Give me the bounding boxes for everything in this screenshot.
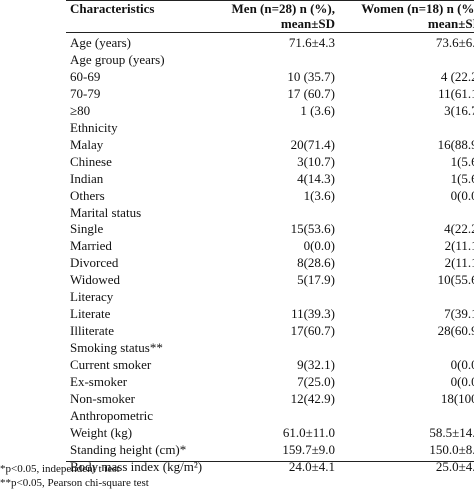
cell-value: 2(11.1) [444,255,474,271]
bottom-rule [66,461,474,462]
header-cell: mean±SD [280,16,335,31]
cell-value: 58.5±14.2 [429,424,474,440]
row-label: Anthropometric [70,407,154,423]
header-cell: Men (n=28) n (%), [231,1,335,16]
cell-value: 1(3.6) [303,187,335,203]
row-label: Weight (kg) [70,424,133,440]
header-cell: mean±SD [427,16,474,31]
cell-value: 24.0±4.1 [288,458,335,474]
cell-value: 0(0.0) [303,238,335,254]
row-label: Ex-smoker [70,374,128,389]
cell-value: 150.0±8.2 [429,441,474,457]
cell-value: 17 (60.7) [287,85,335,101]
row-label: Age (years) [70,35,131,50]
row-label: Illiterate [70,323,115,339]
row-label: Malay [70,136,104,152]
row-label: Others [70,187,105,203]
cell-value: 11(39.3) [291,306,335,322]
cell-value: 7(25.0) [297,374,335,389]
row-label: Literacy [70,289,114,305]
row-label: Literate [70,306,111,322]
cell-value: 17(60.7) [290,323,335,339]
row-label: Smoking status** [70,340,163,356]
cell-value: 10(55.6) [437,272,474,288]
cell-value: 3(10.7) [297,153,335,169]
row-label: Standing height (cm)* [70,441,187,457]
cell-value: 0(0.0) [450,187,474,203]
cell-value: 11(61.1) [438,85,474,101]
cell-value: 10 (35.7) [287,68,335,84]
row-label: Marital status [70,204,142,220]
row-label: Non-smoker [70,390,135,406]
cell-value: 1(5.6) [450,153,474,169]
row-label: Single [70,221,104,237]
cell-value: 73.6±6.9 [435,35,474,50]
cell-value: 1 (3.6) [300,102,335,118]
cell-value: 9(32.1) [297,357,335,373]
row-label: Ethnicity [70,119,118,135]
header-cell: Women (n=18) n (%), [361,1,474,16]
cell-value: 16(88.9) [437,136,474,152]
row-label: Current smoker [70,357,152,373]
cell-value: 1(5.6) [450,170,474,186]
cell-value: 7(39.1) [444,306,474,322]
row-label: ≥80 [70,102,91,118]
top-rule [66,0,474,1]
row-label: Chinese [70,153,112,169]
footnote: **p<0.05, Pearson chi-square test [0,477,149,489]
header-cell: Characteristics [70,1,155,16]
row-label: Age group (years) [70,51,165,67]
cell-value: 25.0±4.9 [435,458,474,474]
cell-value: 71.6±4.3 [288,35,335,50]
footnote: *p<0.05, independent t test [0,463,120,475]
cell-value: 28(60.9) [437,323,474,339]
cell-value: 0(0.0) [450,374,474,389]
cell-value: 20(71.4) [290,136,335,152]
row-label: Widowed [70,272,121,288]
cell-value: 0(0.0) [450,357,474,373]
cell-value: 4(22.2) [444,221,474,237]
row-label: 70-79 [70,85,101,101]
cell-value: 159.7±9.0 [282,441,335,457]
header-rule [66,32,474,33]
row-label: Indian [70,170,104,186]
cell-value: 4(14.3) [297,170,335,186]
cell-value: 15(53.6) [290,221,335,237]
cell-value: 12(42.9) [290,390,335,406]
row-label: 60-69 [70,68,101,84]
cell-value: 61.0±11.0 [282,424,335,440]
cell-value: 2(11.1) [444,238,474,254]
cell-value: 18(100) [440,390,474,406]
cell-value: 4 (22.2) [440,68,474,84]
row-label: Body mass index (kg/m²) [70,458,203,474]
cell-value: 5(17.9) [297,272,335,288]
row-label: Divorced [70,255,119,271]
row-label: Married [70,238,112,254]
cell-value: 3(16.7) [444,102,474,118]
cell-value: 8(28.6) [297,255,335,271]
